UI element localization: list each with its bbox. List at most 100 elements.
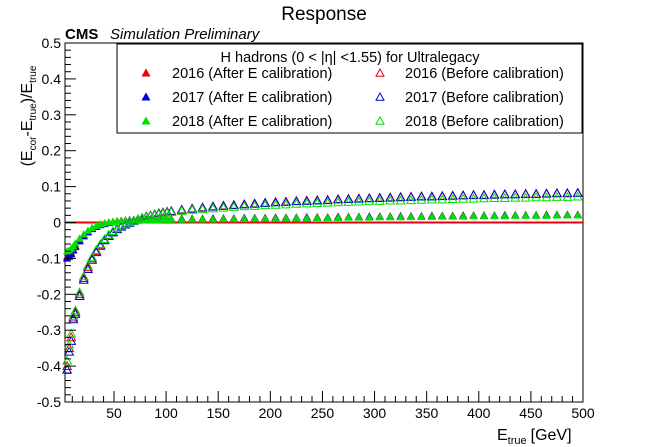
data-point [301, 195, 312, 205]
data-point [365, 213, 374, 221]
y-axis-title: (Ecor-Etrue)/Etrue [19, 65, 39, 166]
data-point [91, 247, 102, 257]
legend-marker-3 [375, 67, 385, 77]
data-point [74, 287, 85, 297]
data-point [112, 223, 123, 233]
data-point [70, 305, 81, 315]
series-2 [62, 211, 582, 255]
data-point [343, 193, 354, 204]
data-point [374, 192, 385, 202]
data-point [405, 195, 417, 205]
y-title-part-4: )/E [19, 83, 36, 103]
data-point [385, 195, 396, 205]
data-point [219, 214, 228, 223]
data-point [551, 191, 562, 201]
data-point [447, 193, 458, 204]
data-point [499, 189, 510, 199]
data-point [426, 191, 437, 201]
data-point [99, 233, 110, 243]
data-point [187, 204, 198, 214]
data-point [572, 187, 583, 197]
data-point [490, 211, 499, 220]
x-axis-title-unit: [GeV] [531, 427, 572, 444]
legend-entry-3: 2016 (Before calibration) [405, 66, 564, 82]
data-point [177, 215, 186, 223]
y-title-part-5: true [28, 65, 39, 83]
data-point [166, 206, 177, 216]
data-point [531, 211, 541, 219]
data-point [141, 211, 152, 221]
x-tick-label: 500 [571, 405, 595, 421]
y-tick-label: -0.1 [37, 250, 61, 266]
data-point [563, 211, 572, 219]
data-point [572, 191, 583, 201]
svg-text:Etrue[GeV]: Etrue [GeV] [497, 427, 572, 447]
data-point [68, 310, 79, 320]
data-point [323, 213, 332, 222]
data-point [386, 212, 395, 221]
data-point [469, 211, 478, 220]
data-point [82, 260, 93, 270]
data-point [145, 210, 156, 220]
x-tick-label: 450 [519, 405, 543, 421]
data-point [78, 271, 89, 281]
legend-marker-1 [141, 92, 151, 101]
data-point [271, 214, 280, 222]
data-point [468, 189, 479, 200]
cms-label: CMS [65, 26, 98, 43]
data-point [385, 192, 396, 202]
data-point [239, 199, 250, 209]
legend-entry-5: 2018 (Before calibration) [405, 114, 564, 130]
data-point [208, 215, 218, 223]
data-point [520, 188, 531, 198]
data-point [260, 197, 271, 207]
y-tick-label: -0.5 [37, 394, 61, 410]
data-point [187, 203, 198, 213]
data-point [416, 191, 427, 201]
data-point [239, 201, 250, 211]
data-point [510, 192, 521, 202]
data-point [395, 192, 406, 202]
data-point [66, 328, 77, 338]
data-point [301, 198, 312, 208]
data-point [396, 212, 405, 221]
y-tick-label: 0.5 [42, 35, 62, 51]
x-axis-title-sub: true [508, 435, 527, 447]
y-title-part-3: true [28, 103, 39, 121]
legend-entry-2: 2018 (After E calibration) [172, 114, 332, 130]
svg-text:(Ecor-Etrue)/Etrue: (Ecor-Etrue)/Etrue [19, 65, 39, 166]
data-point [176, 204, 187, 214]
data-point [312, 195, 323, 205]
y-axis: -0.5 -0.4 -0.3 -0.2 -0.1 0 0.1 0.2 0.3 0.4 0.5 [37, 35, 76, 410]
data-point [541, 192, 552, 202]
data-point [87, 252, 98, 262]
data-point [374, 195, 385, 205]
data-point [132, 214, 144, 224]
data-point [124, 216, 135, 227]
data-point [551, 188, 562, 198]
data-point [91, 245, 102, 256]
data-point [417, 212, 426, 220]
data-point [531, 192, 542, 202]
data-point [511, 211, 520, 219]
legend-box [116, 43, 583, 134]
y-tick-label: 0.3 [42, 107, 62, 123]
data-point [240, 214, 249, 223]
data-point [291, 198, 302, 208]
data-point [188, 215, 197, 223]
data-point [229, 214, 238, 223]
data-point [260, 200, 271, 210]
data-point [521, 211, 530, 219]
data-point [198, 215, 207, 223]
data-point [458, 193, 469, 203]
data-point [128, 215, 139, 225]
data-point [405, 191, 417, 201]
data-point [302, 213, 311, 222]
data-point [354, 213, 364, 221]
data-point [479, 211, 489, 220]
data-point [280, 196, 292, 206]
data-point [250, 214, 259, 222]
y-tick-label: -0.2 [37, 286, 61, 302]
data-point [75, 234, 84, 242]
data-point [197, 202, 208, 212]
